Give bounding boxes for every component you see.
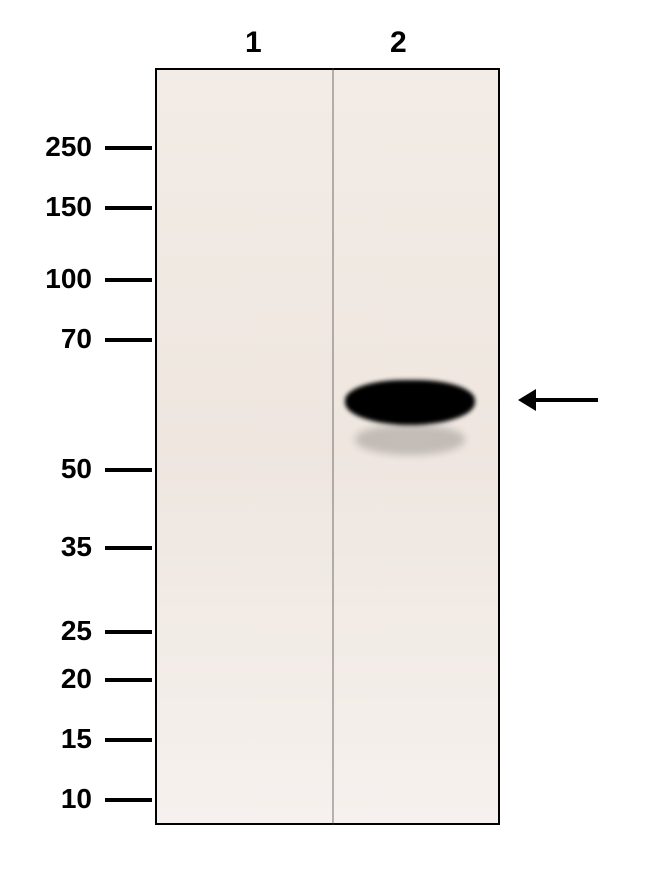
mw-label-100: 100 xyxy=(0,263,92,295)
lane-divider xyxy=(332,68,334,825)
mw-tick-35 xyxy=(105,546,152,550)
mw-label-70: 70 xyxy=(0,323,92,355)
indicator-arrow-head xyxy=(518,389,536,411)
mw-label-20: 20 xyxy=(0,663,92,695)
lane-label-1: 1 xyxy=(245,26,262,60)
mw-tick-150 xyxy=(105,206,152,210)
mw-label-50: 50 xyxy=(0,453,92,485)
faint-streak xyxy=(260,90,305,790)
mw-tick-25 xyxy=(105,630,152,634)
lane-label-2: 2 xyxy=(390,26,407,60)
indicator-arrow-shaft xyxy=(536,398,598,402)
mw-label-150: 150 xyxy=(0,191,92,223)
mw-label-35: 35 xyxy=(0,531,92,563)
mw-tick-70 xyxy=(105,338,152,342)
mw-label-15: 15 xyxy=(0,723,92,755)
mw-tick-100 xyxy=(105,278,152,282)
protein-band xyxy=(345,380,475,425)
mw-tick-10 xyxy=(105,798,152,802)
mw-tick-50 xyxy=(105,468,152,472)
protein-band-smear xyxy=(355,425,465,455)
mw-tick-15 xyxy=(105,738,152,742)
mw-tick-250 xyxy=(105,146,152,150)
mw-label-25: 25 xyxy=(0,615,92,647)
mw-tick-20 xyxy=(105,678,152,682)
western-blot-figure: 1 2 250 150 100 70 50 35 25 20 15 10 xyxy=(0,0,650,870)
mw-label-250: 250 xyxy=(0,131,92,163)
mw-label-10: 10 xyxy=(0,783,92,815)
faint-streak xyxy=(200,90,240,790)
